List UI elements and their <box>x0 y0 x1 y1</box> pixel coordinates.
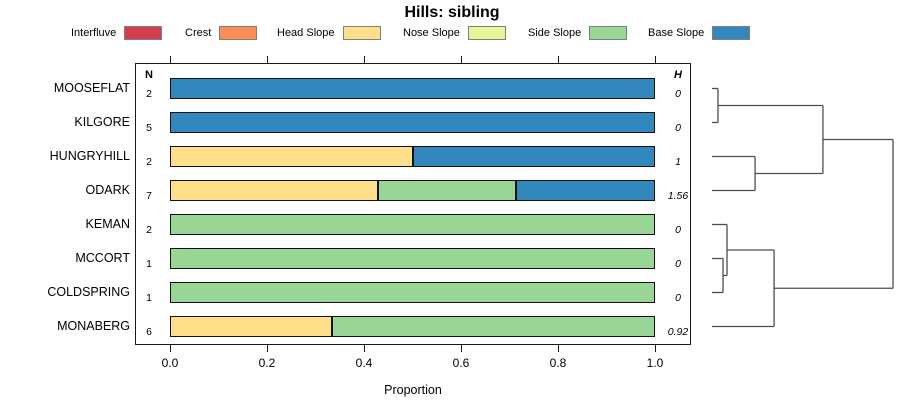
h-value: 0 <box>675 258 681 270</box>
x-axis-label: Proportion <box>384 383 442 397</box>
axis-tick-label: 0.2 <box>258 356 276 370</box>
h-column-header: H <box>674 69 682 81</box>
bar-segment-base-slope <box>170 112 655 133</box>
axis-tick <box>364 345 366 352</box>
legend-swatch <box>219 26 258 40</box>
n-value: 5 <box>146 122 152 134</box>
legend-item: Interfluve <box>71 24 163 42</box>
h-value: 0 <box>675 88 681 100</box>
row-label: HUNGRYHILL <box>49 149 130 163</box>
legend-swatch <box>712 26 751 40</box>
axis-tick-label: 0.0 <box>161 356 179 370</box>
row-label: MCCORT <box>75 251 130 265</box>
n-column-header: N <box>145 69 153 81</box>
h-value: 0 <box>675 224 681 236</box>
bar-segment-head-slope <box>170 146 413 167</box>
bar-segment-side-slope <box>170 282 655 303</box>
legend: Interfluve Crest Head Slope Nose Slope S… <box>0 24 900 42</box>
axis-tick <box>461 56 463 63</box>
h-value: 0 <box>675 292 681 304</box>
axis-tick <box>655 345 657 352</box>
bar-segment-side-slope <box>170 214 655 235</box>
axis-tick <box>267 56 269 63</box>
bar-segment-base-slope <box>412 146 655 167</box>
h-value: 1.56 <box>667 190 689 202</box>
row-label: MONABERG <box>57 319 130 333</box>
n-value: 1 <box>146 258 152 270</box>
legend-item-label: Side Slope <box>528 27 582 39</box>
legend-swatch <box>467 26 506 40</box>
legend-item: Head Slope <box>277 24 381 42</box>
axis-tick-label: 0.6 <box>452 356 470 370</box>
axis-tick <box>170 56 172 63</box>
row-label: COLDSPRING <box>47 285 130 299</box>
axis-tick <box>558 345 560 352</box>
bar-segment-base-slope <box>170 78 655 99</box>
legend-item-label: Base Slope <box>648 27 705 39</box>
n-value: 1 <box>146 292 152 304</box>
axis-tick-label: 0.8 <box>549 356 567 370</box>
chart-title: Hills: sibling <box>404 4 500 21</box>
row-label: ODARK <box>85 183 130 197</box>
legend-item-label: Nose Slope <box>403 27 460 39</box>
h-value: 0.92 <box>667 326 689 338</box>
legend-item: Nose Slope <box>403 24 506 42</box>
row-label: KILGORE <box>74 115 130 129</box>
n-value: 6 <box>146 326 152 338</box>
axis-tick <box>558 56 560 63</box>
row-label: MOOSEFLAT <box>53 81 130 95</box>
n-value: 2 <box>146 88 152 100</box>
n-value: 2 <box>146 224 152 236</box>
row-label: KEMAN <box>85 217 130 231</box>
legend-item: Base Slope <box>648 24 751 42</box>
n-value: 7 <box>146 190 152 202</box>
legend-swatch <box>124 26 163 40</box>
legend-swatch <box>342 26 381 40</box>
legend-item-label: Head Slope <box>277 27 335 39</box>
bar-segment-head-slope <box>170 316 332 337</box>
axis-tick <box>364 56 366 63</box>
n-value: 2 <box>146 156 152 168</box>
bar-segment-base-slope <box>516 180 655 201</box>
legend-item-label: Crest <box>185 27 212 39</box>
legend-item: Crest <box>185 24 258 42</box>
bar-segment-side-slope <box>331 316 655 337</box>
legend-item-label: Interfluve <box>71 27 117 39</box>
axis-tick <box>170 345 172 352</box>
bar-segment-side-slope <box>377 180 517 201</box>
h-value: 1 <box>675 156 681 168</box>
axis-tick-label: 1.0 <box>646 356 664 370</box>
legend-swatch <box>589 26 628 40</box>
h-value: 0 <box>675 122 681 134</box>
axis-tick <box>655 56 657 63</box>
axis-tick <box>267 345 269 352</box>
bar-segment-side-slope <box>170 248 655 269</box>
legend-item: Side Slope <box>528 24 628 42</box>
axis-tick <box>461 345 463 352</box>
bar-segment-head-slope <box>170 180 378 201</box>
axis-tick-label: 0.4 <box>355 356 373 370</box>
